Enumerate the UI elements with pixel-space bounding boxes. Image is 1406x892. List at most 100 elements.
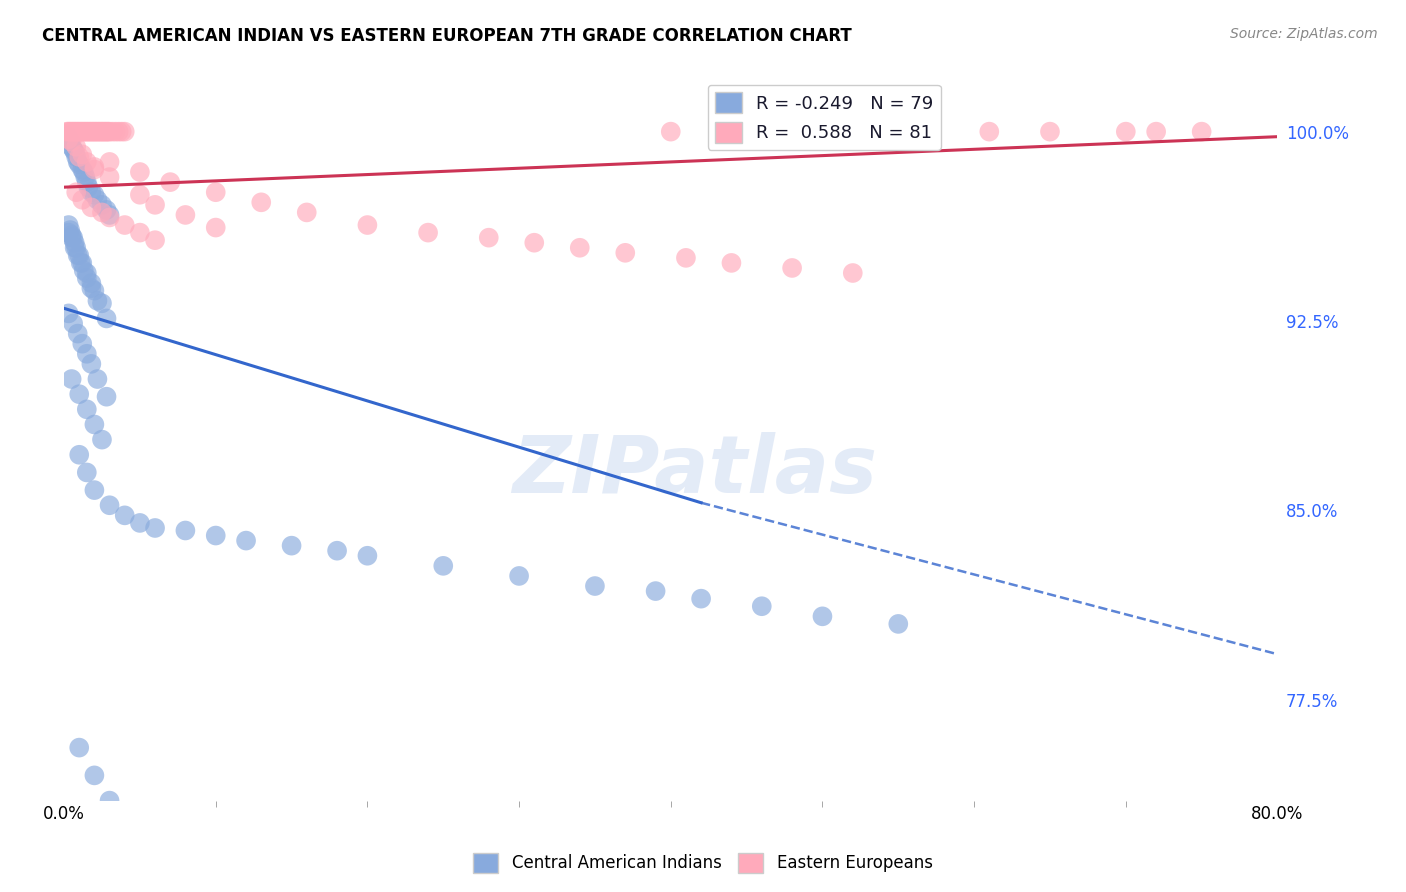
Point xyxy=(204,220,226,235)
Point xyxy=(58,125,80,139)
Point xyxy=(98,498,121,512)
Text: CENTRAL AMERICAN INDIAN VS EASTERN EUROPEAN 7TH GRADE CORRELATION CHART: CENTRAL AMERICAN INDIAN VS EASTERN EUROP… xyxy=(42,27,852,45)
Point xyxy=(979,125,1001,139)
Point xyxy=(67,150,90,164)
Point xyxy=(101,125,124,139)
Point xyxy=(67,387,90,401)
Point xyxy=(235,533,257,548)
Point xyxy=(98,794,121,808)
Point xyxy=(58,306,80,320)
Point xyxy=(83,125,105,139)
Point xyxy=(65,185,87,199)
Point xyxy=(98,155,121,169)
Point xyxy=(76,347,98,361)
Point xyxy=(872,125,894,139)
Point xyxy=(77,125,100,139)
Point xyxy=(75,125,97,139)
Point xyxy=(67,448,90,462)
Text: ZIPatlas: ZIPatlas xyxy=(513,433,877,510)
Point xyxy=(93,125,115,139)
Point xyxy=(76,125,98,139)
Point xyxy=(174,208,197,222)
Point xyxy=(83,483,105,497)
Point xyxy=(614,245,637,260)
Point xyxy=(83,187,105,202)
Point xyxy=(72,125,94,139)
Point xyxy=(644,584,666,599)
Point xyxy=(66,155,89,169)
Point xyxy=(356,218,378,232)
Point xyxy=(72,193,94,207)
Point xyxy=(59,223,82,237)
Point xyxy=(508,569,530,583)
Point xyxy=(143,233,166,247)
Point xyxy=(76,402,98,417)
Point xyxy=(204,528,226,542)
Point xyxy=(97,125,120,139)
Point xyxy=(60,125,83,139)
Point xyxy=(76,271,98,285)
Point xyxy=(523,235,546,250)
Point xyxy=(77,180,100,194)
Point xyxy=(107,125,129,139)
Point xyxy=(356,549,378,563)
Point xyxy=(690,591,713,606)
Point xyxy=(60,372,83,386)
Point xyxy=(98,211,121,225)
Point xyxy=(659,125,682,139)
Point xyxy=(83,417,105,432)
Point xyxy=(86,293,108,308)
Point xyxy=(83,284,105,298)
Point xyxy=(66,326,89,341)
Point xyxy=(295,205,318,219)
Point xyxy=(82,125,104,139)
Point xyxy=(80,200,103,214)
Point xyxy=(780,260,803,275)
Point xyxy=(114,218,136,232)
Point xyxy=(65,150,87,164)
Point xyxy=(114,125,136,139)
Legend: R = -0.249   N = 79, R =  0.588   N = 81: R = -0.249 N = 79, R = 0.588 N = 81 xyxy=(707,85,941,150)
Point xyxy=(128,165,150,179)
Point xyxy=(62,125,84,139)
Point xyxy=(478,230,501,244)
Point xyxy=(114,508,136,523)
Point xyxy=(87,125,110,139)
Point xyxy=(63,125,86,139)
Point xyxy=(67,248,90,262)
Point xyxy=(63,145,86,159)
Point xyxy=(76,266,98,280)
Point xyxy=(69,125,91,139)
Point xyxy=(98,170,121,185)
Point xyxy=(174,524,197,538)
Point xyxy=(60,135,83,149)
Point xyxy=(583,579,606,593)
Point xyxy=(83,768,105,782)
Point xyxy=(80,125,103,139)
Point xyxy=(143,521,166,535)
Point xyxy=(72,256,94,270)
Point xyxy=(280,539,302,553)
Point xyxy=(59,125,82,139)
Point xyxy=(842,266,865,280)
Point xyxy=(80,185,103,199)
Point xyxy=(91,198,114,212)
Point xyxy=(128,516,150,530)
Point xyxy=(91,296,114,310)
Point xyxy=(80,281,103,295)
Point xyxy=(1144,125,1167,139)
Point xyxy=(111,125,134,139)
Point xyxy=(67,157,90,171)
Point xyxy=(63,235,86,250)
Point xyxy=(63,241,86,255)
Text: Source: ZipAtlas.com: Source: ZipAtlas.com xyxy=(1230,27,1378,41)
Point xyxy=(65,140,87,154)
Point xyxy=(73,263,96,277)
Point xyxy=(83,160,105,174)
Point xyxy=(250,195,273,210)
Point xyxy=(84,125,107,139)
Point xyxy=(89,125,111,139)
Point xyxy=(128,226,150,240)
Point xyxy=(1039,125,1062,139)
Point xyxy=(60,228,83,243)
